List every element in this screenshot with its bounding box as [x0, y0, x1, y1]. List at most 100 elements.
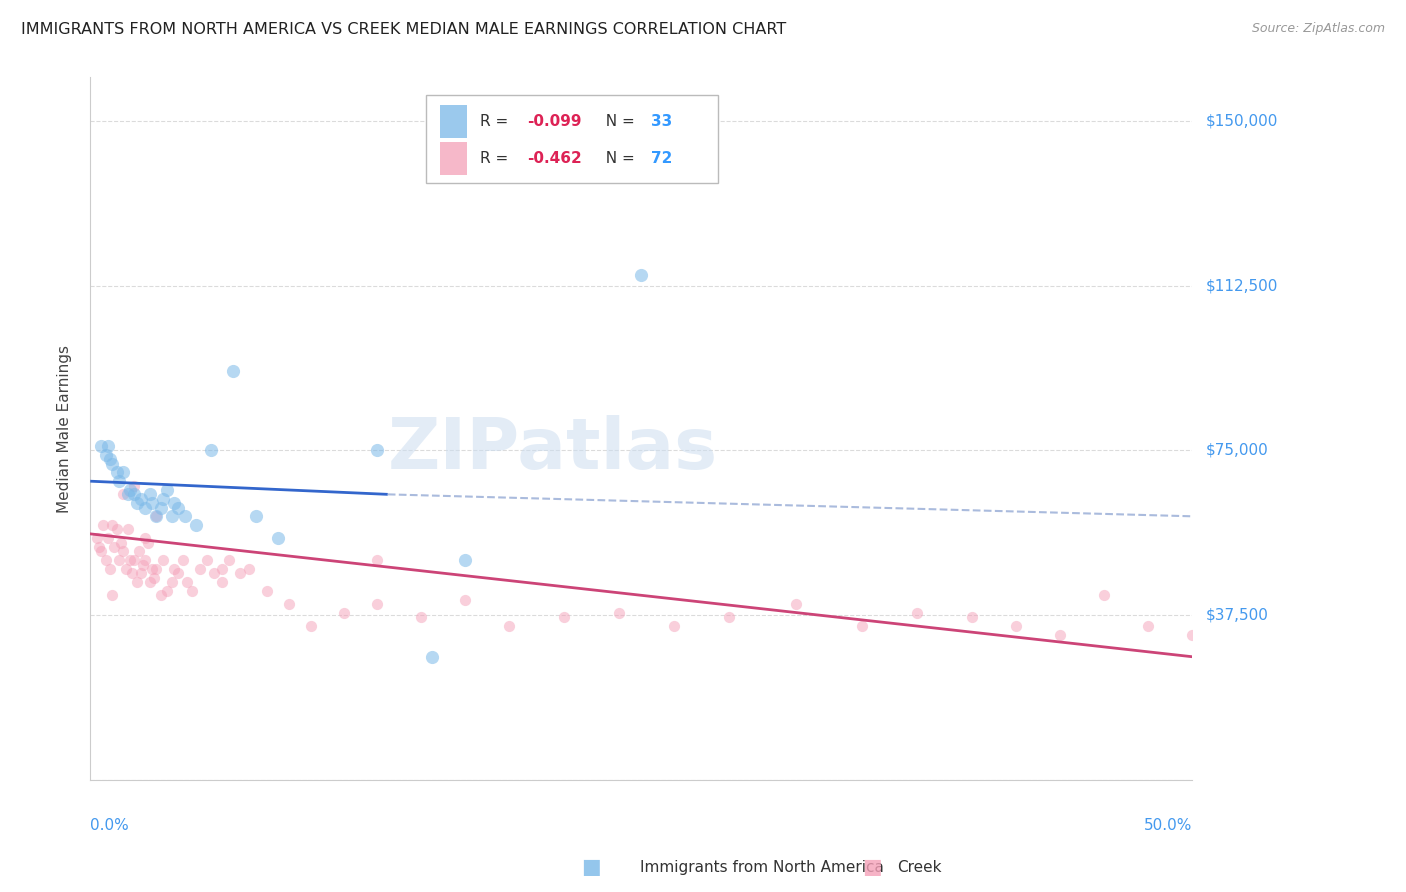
- Point: [174, 509, 197, 524]
- Point: [97, 531, 120, 545]
- Point: [124, 553, 146, 567]
- Point: [238, 562, 260, 576]
- Point: [960, 610, 983, 624]
- Point: [553, 610, 575, 624]
- Point: [87, 540, 110, 554]
- Text: $150,000: $150,000: [1206, 114, 1278, 128]
- Point: [785, 597, 807, 611]
- Point: [200, 443, 222, 458]
- Point: [607, 606, 630, 620]
- Point: [332, 606, 354, 620]
- Point: [299, 619, 322, 633]
- Point: [156, 483, 179, 497]
- Point: [141, 496, 163, 510]
- Point: [112, 544, 135, 558]
- Point: [101, 588, 124, 602]
- Text: 33: 33: [651, 114, 672, 128]
- Point: [110, 535, 132, 549]
- Point: [409, 610, 432, 624]
- Point: [190, 562, 212, 576]
- Point: [149, 588, 172, 602]
- Point: [163, 562, 186, 576]
- Text: $75,000: $75,000: [1206, 443, 1268, 458]
- Text: R =: R =: [481, 151, 513, 166]
- Text: $112,500: $112,500: [1206, 278, 1278, 293]
- Point: [112, 466, 135, 480]
- Point: [156, 583, 179, 598]
- Point: [98, 452, 121, 467]
- Text: IMMIGRANTS FROM NORTH AMERICA VS CREEK MEDIAN MALE EARNINGS CORRELATION CHART: IMMIGRANTS FROM NORTH AMERICA VS CREEK M…: [21, 22, 786, 37]
- Text: Source: ZipAtlas.com: Source: ZipAtlas.com: [1251, 22, 1385, 36]
- Point: [134, 500, 156, 515]
- Point: [1137, 619, 1160, 633]
- Text: N =: N =: [596, 151, 640, 166]
- Point: [160, 575, 183, 590]
- Bar: [426, 95, 718, 183]
- Point: [134, 553, 156, 567]
- Point: [121, 566, 143, 581]
- Text: Creek: Creek: [897, 860, 942, 874]
- Point: [124, 478, 146, 492]
- Point: [86, 531, 108, 545]
- Point: [366, 597, 388, 611]
- Point: [160, 509, 183, 524]
- Point: [125, 575, 148, 590]
- Point: [366, 443, 388, 458]
- Point: [498, 619, 520, 633]
- Point: [132, 558, 155, 572]
- Point: [117, 487, 139, 501]
- Text: N =: N =: [596, 114, 640, 128]
- Bar: [440, 142, 467, 175]
- Bar: [440, 104, 467, 138]
- Point: [94, 553, 117, 567]
- Point: [128, 544, 150, 558]
- Point: [211, 562, 233, 576]
- Text: R =: R =: [481, 114, 513, 128]
- Point: [108, 553, 131, 567]
- Point: [125, 496, 148, 510]
- Point: [114, 562, 136, 576]
- Point: [143, 571, 166, 585]
- Point: [118, 483, 141, 497]
- Point: [139, 575, 162, 590]
- Point: [167, 566, 190, 581]
- Point: [145, 509, 167, 524]
- Point: [139, 487, 162, 501]
- Point: [454, 592, 477, 607]
- Point: [145, 562, 167, 576]
- Point: [117, 523, 139, 537]
- Point: [176, 575, 198, 590]
- Text: 50.0%: 50.0%: [1144, 818, 1192, 833]
- Point: [112, 487, 135, 501]
- Point: [134, 531, 156, 545]
- Point: [101, 518, 124, 533]
- Point: [152, 553, 174, 567]
- Point: [266, 531, 288, 545]
- Point: [145, 509, 167, 524]
- Point: [152, 491, 174, 506]
- Point: [118, 553, 141, 567]
- Point: [905, 606, 928, 620]
- Point: [108, 474, 131, 488]
- Point: [256, 583, 278, 598]
- Point: [90, 439, 112, 453]
- Point: [366, 553, 388, 567]
- Point: [1092, 588, 1115, 602]
- Text: 0.0%: 0.0%: [90, 818, 129, 833]
- Point: [94, 448, 117, 462]
- Point: [180, 583, 202, 598]
- Text: ■: ■: [862, 857, 882, 877]
- Point: [105, 466, 128, 480]
- Point: [195, 553, 218, 567]
- Point: [97, 439, 120, 453]
- Point: [129, 491, 152, 506]
- Point: [103, 540, 125, 554]
- Point: [630, 268, 652, 282]
- Point: [664, 619, 686, 633]
- Point: [167, 500, 190, 515]
- Text: ■: ■: [581, 857, 600, 877]
- Point: [420, 649, 443, 664]
- Point: [245, 509, 267, 524]
- Point: [149, 500, 172, 515]
- Text: ZIPatlas: ZIPatlas: [388, 415, 718, 484]
